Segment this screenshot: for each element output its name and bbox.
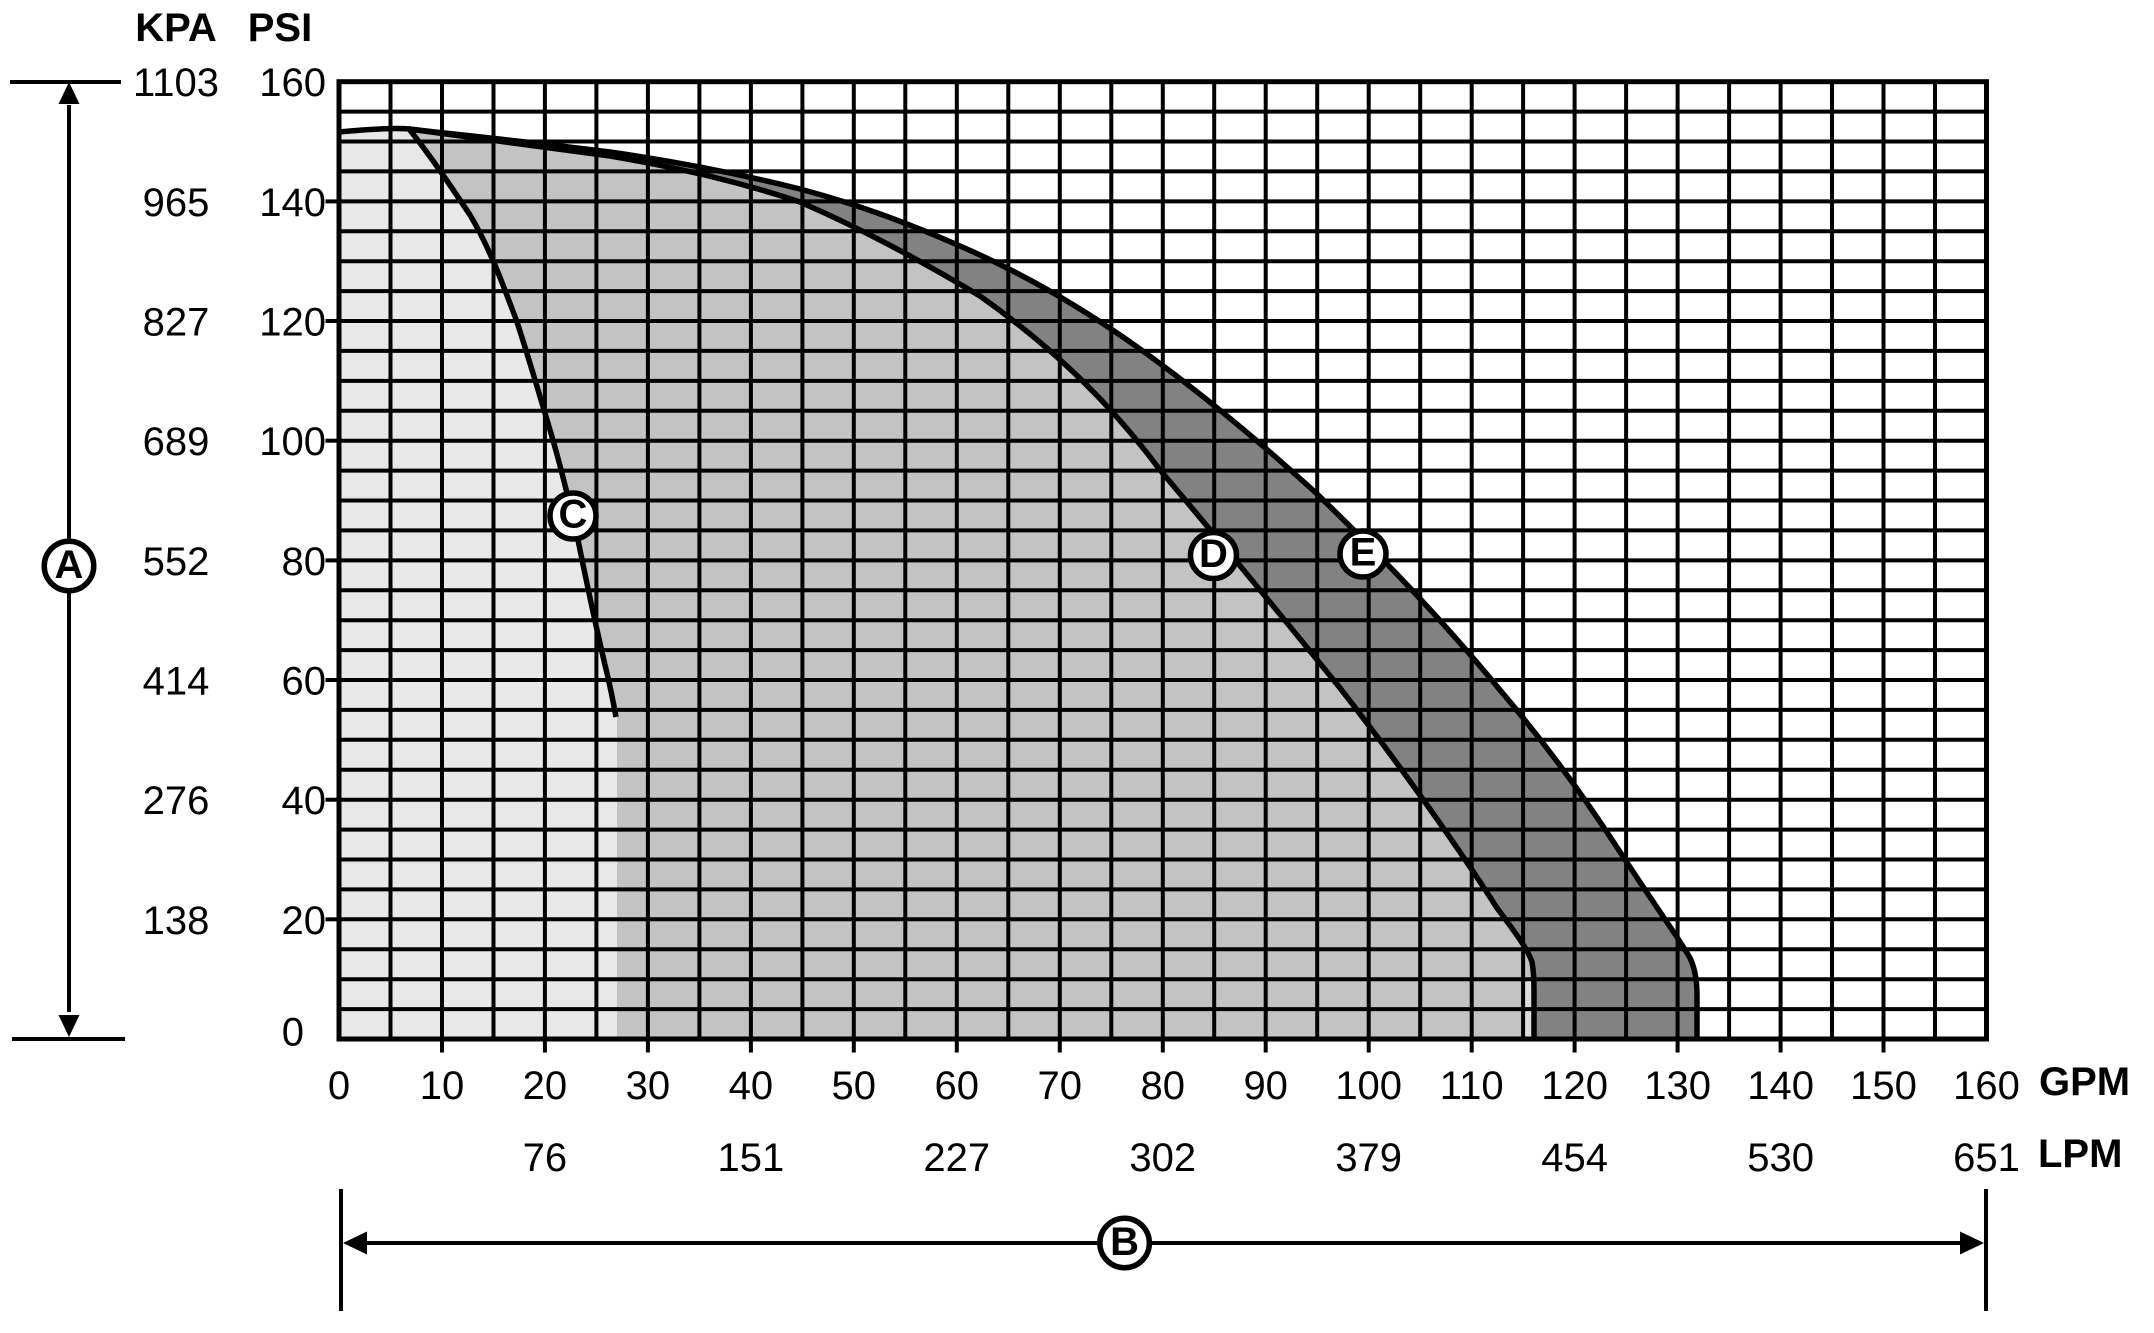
svg-text:150: 150	[1850, 1064, 1917, 1108]
svg-text:PSI: PSI	[248, 6, 312, 50]
svg-text:50: 50	[832, 1064, 877, 1108]
svg-text:302: 302	[1129, 1136, 1196, 1180]
svg-text:120: 120	[1541, 1064, 1608, 1108]
svg-text:10: 10	[420, 1064, 465, 1108]
svg-text:20: 20	[282, 899, 327, 943]
svg-text:110: 110	[1440, 1064, 1504, 1108]
svg-text:A: A	[55, 543, 84, 587]
svg-text:D: D	[1199, 532, 1228, 576]
svg-text:1103: 1103	[133, 61, 219, 105]
svg-text:151: 151	[718, 1136, 785, 1180]
svg-text:C: C	[559, 493, 588, 537]
svg-text:138: 138	[143, 899, 210, 943]
svg-text:454: 454	[1541, 1136, 1608, 1180]
svg-text:60: 60	[282, 660, 327, 704]
svg-text:160: 160	[1953, 1064, 2020, 1108]
svg-text:B: B	[1110, 1220, 1139, 1264]
svg-text:80: 80	[1141, 1064, 1186, 1108]
svg-text:530: 530	[1747, 1136, 1814, 1180]
svg-text:276: 276	[143, 779, 210, 823]
svg-text:0: 0	[328, 1064, 350, 1108]
svg-text:76: 76	[523, 1136, 568, 1180]
svg-text:LPM: LPM	[2038, 1132, 2122, 1176]
svg-text:379: 379	[1335, 1136, 1402, 1180]
svg-text:827: 827	[143, 301, 210, 345]
svg-text:60: 60	[935, 1064, 980, 1108]
svg-text:40: 40	[729, 1064, 774, 1108]
svg-text:80: 80	[282, 540, 327, 584]
svg-text:160: 160	[259, 61, 326, 105]
svg-text:414: 414	[143, 660, 210, 704]
svg-text:689: 689	[143, 420, 210, 464]
svg-text:40: 40	[282, 779, 327, 823]
svg-text:965: 965	[143, 181, 210, 225]
svg-text:KPA: KPA	[135, 6, 216, 50]
svg-text:90: 90	[1243, 1064, 1288, 1108]
svg-text:100: 100	[1335, 1064, 1402, 1108]
svg-text:30: 30	[626, 1064, 671, 1108]
svg-text:140: 140	[259, 181, 326, 225]
svg-text:227: 227	[923, 1136, 990, 1180]
svg-text:120: 120	[259, 301, 326, 345]
svg-text:20: 20	[523, 1064, 568, 1108]
svg-text:GPM: GPM	[2039, 1060, 2130, 1104]
svg-text:100: 100	[259, 420, 326, 464]
svg-text:70: 70	[1038, 1064, 1083, 1108]
svg-text:E: E	[1350, 531, 1377, 575]
svg-text:140: 140	[1747, 1064, 1814, 1108]
svg-text:0: 0	[282, 1011, 304, 1055]
svg-text:130: 130	[1644, 1064, 1711, 1108]
svg-text:552: 552	[143, 540, 210, 584]
svg-text:651: 651	[1953, 1136, 2020, 1180]
